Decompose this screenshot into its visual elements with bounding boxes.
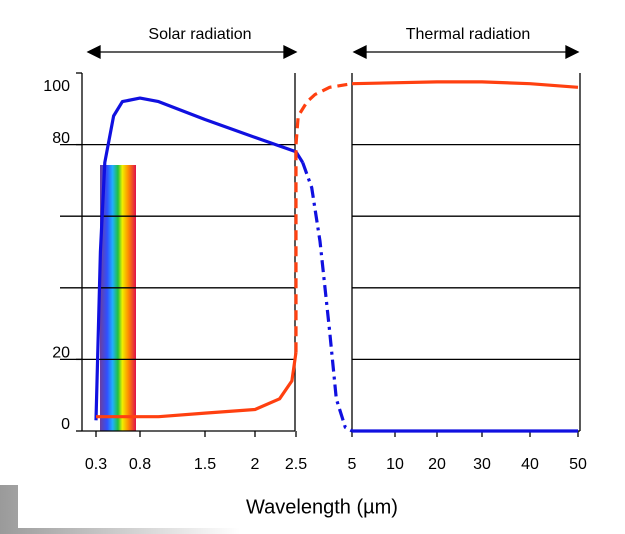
frame <box>81 73 581 431</box>
x-tick-label: 1.5 <box>194 456 216 473</box>
x-tick-label: 10 <box>386 456 404 473</box>
x-tick-label: 5 <box>348 456 357 473</box>
line-series <box>301 161 353 433</box>
visible-spectrum <box>100 165 136 431</box>
x-axis-title: Wavelength (µm) <box>246 496 398 518</box>
range-arrows <box>86 44 580 60</box>
line-series <box>351 80 579 89</box>
annotation: Solar radiation <box>148 26 251 43</box>
x-tick-label: 40 <box>521 456 539 473</box>
x-tick-label: 0.3 <box>85 456 107 473</box>
y-tick-label: 80 <box>52 130 70 147</box>
y-tick-label: 100 <box>43 78 70 95</box>
x-tick-label: 30 <box>473 456 491 473</box>
line-series <box>94 96 305 421</box>
x-tick-label: 0.8 <box>129 456 151 473</box>
x-tick-label: 2.5 <box>285 456 307 473</box>
y-tick-label: 0 <box>61 416 70 433</box>
x-tick-label: 20 <box>428 456 446 473</box>
annotation: Thermal radiation <box>406 26 531 43</box>
line-series <box>294 82 353 353</box>
x-tick-label: 2 <box>251 456 260 473</box>
y-tick-label: 20 <box>52 345 70 362</box>
x-tick-label: 50 <box>569 456 587 473</box>
line-series <box>96 351 298 419</box>
